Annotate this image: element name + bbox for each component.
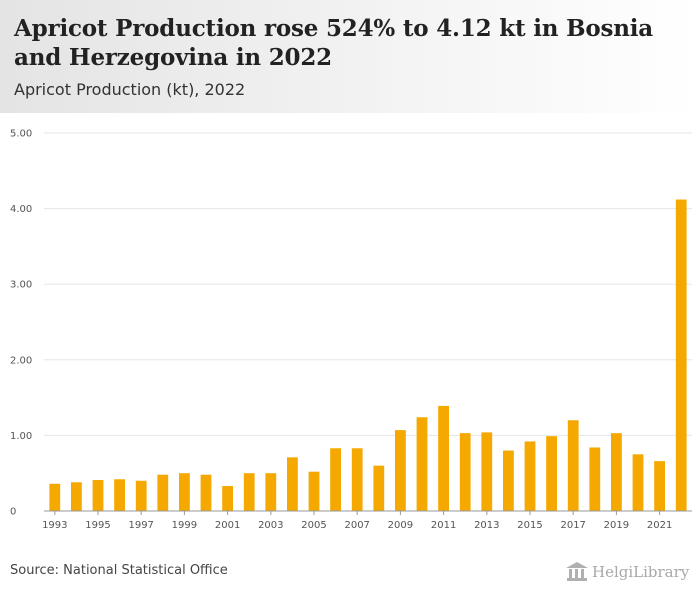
bar	[589, 447, 601, 511]
bar	[200, 474, 212, 511]
helgilibrary-logo[interactable]: HelgiLibrary	[566, 560, 692, 584]
y-tick-label: 4.00	[10, 204, 32, 215]
y-tick-label: 0	[10, 507, 16, 518]
y-tick-label: 2.00	[10, 355, 32, 366]
bar	[308, 471, 320, 511]
header-band: Apricot Production rose 524% to 4.12 kt …	[0, 0, 700, 113]
bar-chart: 0 1.00 2.00 3.00 4.00 5.00 1993 1995 1997 1999 200…	[10, 129, 692, 531]
logo-text: HelgiLibrary	[592, 563, 690, 581]
x-tick-label: 2015	[517, 520, 542, 531]
bar	[330, 448, 341, 511]
bar	[222, 486, 233, 511]
x-tick-label: 2011	[431, 520, 456, 531]
x-tick-label: 2005	[301, 520, 326, 531]
x-tick-label: 2017	[560, 520, 585, 531]
library-building-icon	[566, 562, 588, 581]
y-tick-label: 1.00	[10, 431, 32, 442]
bar	[632, 454, 644, 511]
bar	[567, 420, 579, 511]
bar	[287, 457, 298, 511]
x-tick-label: 2013	[474, 520, 499, 531]
bar	[503, 450, 514, 511]
chart-subtitle: Apricot Production (kt), 2022	[14, 80, 246, 99]
bar	[265, 473, 277, 511]
x-tick-label: 2019	[604, 520, 629, 531]
x-tick-label: 1995	[85, 520, 110, 531]
bar	[351, 448, 363, 511]
bar	[438, 405, 449, 511]
bar	[524, 441, 536, 511]
y-tick-label: 3.00	[10, 280, 32, 291]
chart-title: Apricot Production rose 524% to 4.12 kt …	[14, 15, 653, 71]
bar	[654, 461, 665, 511]
y-tick-label: 5.00	[10, 129, 32, 140]
x-tick-label: 2007	[344, 520, 369, 531]
bar	[243, 473, 255, 511]
x-tick-label: 1999	[172, 520, 197, 531]
bar	[546, 436, 557, 511]
x-tick-label: 2009	[388, 520, 413, 531]
bar	[157, 474, 169, 511]
bar	[459, 433, 471, 511]
x-tick-label: 2021	[647, 520, 672, 531]
x-tick-label: 1993	[42, 520, 67, 531]
bar	[481, 432, 493, 511]
bar	[611, 433, 622, 511]
source-note: Source: National Statistical Office	[10, 563, 228, 578]
bar	[135, 480, 147, 511]
x-tick-label: 2001	[215, 520, 240, 531]
bar	[416, 417, 428, 511]
bar	[92, 480, 104, 511]
bar	[675, 199, 687, 511]
bar	[395, 430, 406, 511]
bar	[71, 482, 82, 511]
bar	[49, 483, 61, 511]
x-tick-label: 2003	[258, 520, 283, 531]
bar	[179, 473, 190, 511]
x-tick-label: 1997	[128, 520, 153, 531]
bar	[373, 465, 385, 511]
bar	[114, 479, 125, 511]
